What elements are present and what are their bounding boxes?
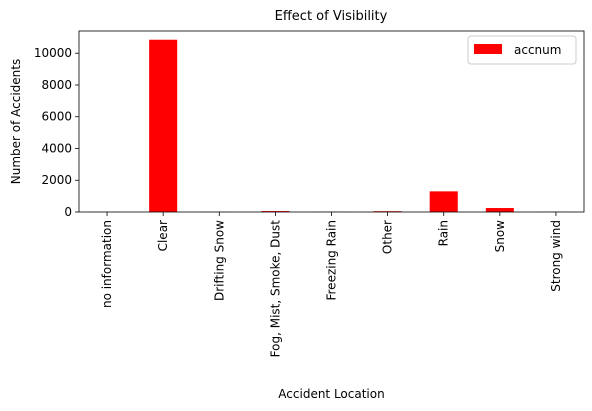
y-axis-label: Number of Accidents bbox=[9, 59, 23, 185]
y-tick-label: 0 bbox=[64, 205, 72, 219]
x-tick-label: Snow bbox=[493, 220, 507, 253]
plot-frame bbox=[78, 30, 585, 213]
chart-title: Effect of Visibility bbox=[275, 9, 388, 24]
bar-6 bbox=[429, 191, 458, 212]
bars-group bbox=[93, 39, 570, 213]
x-tick-label: Rain bbox=[437, 220, 451, 246]
x-axis-label: Accident Location bbox=[278, 387, 384, 401]
y-tick-label: 8000 bbox=[41, 78, 72, 92]
legend-box bbox=[467, 35, 577, 65]
legend-swatch bbox=[474, 44, 502, 54]
bar-1 bbox=[149, 39, 178, 213]
x-axis-ticks: no information Clear Drifting Snow Fog, Mis… bbox=[100, 212, 563, 357]
x-tick-label: Other bbox=[381, 220, 395, 254]
bar-7 bbox=[485, 208, 514, 212]
y-axis-ticks: 0 2000 4000 6000 8000 10000 bbox=[34, 46, 79, 219]
x-tick-label: Fog, Mist, Smoke, Dust bbox=[268, 220, 282, 358]
x-tick-label: Clear bbox=[156, 220, 170, 251]
legend: accnum bbox=[467, 35, 577, 65]
y-tick-label: 2000 bbox=[41, 173, 72, 187]
y-tick-label: 6000 bbox=[41, 110, 72, 124]
y-tick-label: 4000 bbox=[41, 141, 72, 155]
y-tick-label: 10000 bbox=[34, 46, 72, 60]
legend-label: accnum bbox=[514, 43, 561, 57]
bar-3 bbox=[261, 211, 290, 212]
x-tick-label: Strong wind bbox=[549, 220, 563, 292]
x-tick-label: no information bbox=[100, 220, 114, 308]
x-tick-label: Freezing Rain bbox=[325, 220, 339, 301]
x-tick-label: Drifting Snow bbox=[212, 220, 226, 301]
